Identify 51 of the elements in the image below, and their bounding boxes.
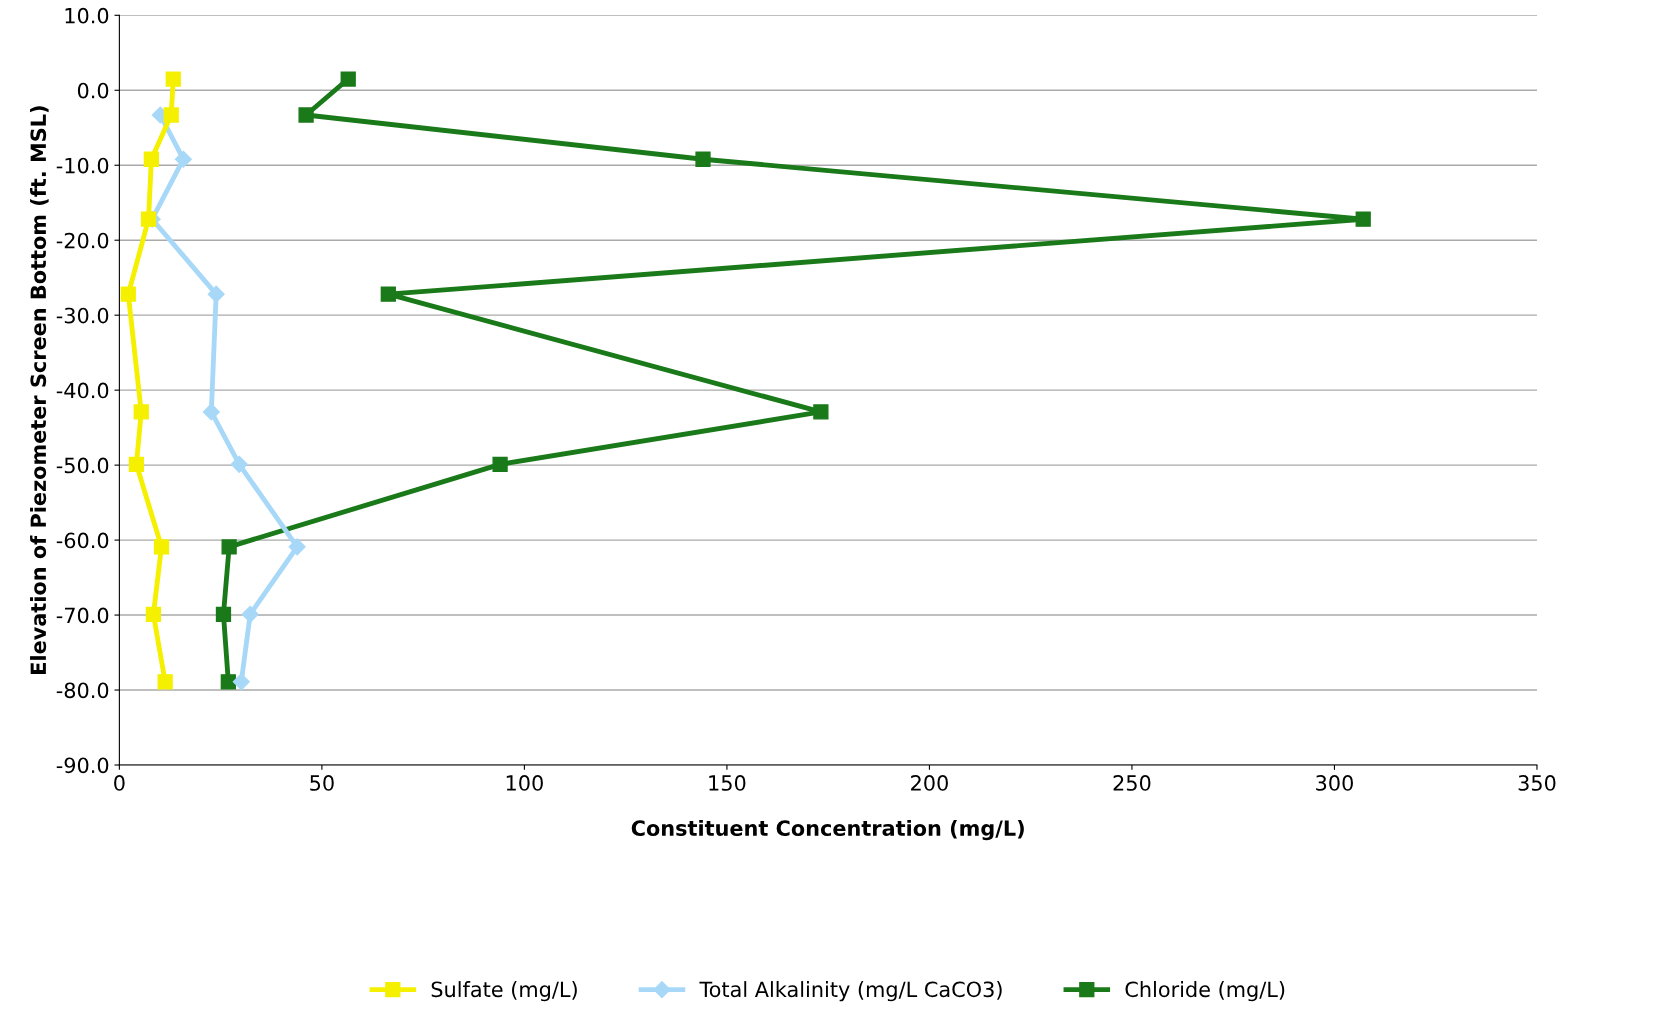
point [153, 539, 170, 555]
x-tick-label: 350 [1518, 775, 1556, 791]
y-tick-label: 0.0 [77, 82, 109, 99]
x-tick-label: 150 [709, 775, 746, 791]
point [1355, 211, 1371, 227]
point [215, 606, 232, 622]
point [140, 211, 157, 227]
y-tick-label: -40.0 [56, 382, 109, 399]
y-tick-label: -50.0 [56, 457, 109, 474]
y-tick-label: -80.0 [56, 682, 109, 699]
point [207, 285, 225, 303]
point [288, 538, 306, 556]
x-tick-label: 250 [1113, 775, 1151, 791]
legend-label: Total Alkalinity (mg/L CaCO3) [699, 981, 1002, 1002]
point [128, 456, 145, 473]
point [120, 286, 136, 302]
point [380, 286, 396, 302]
point [163, 107, 179, 123]
point [202, 403, 220, 421]
y-tick-label: 10.0 [65, 7, 109, 24]
x-tick-label: 50 [310, 775, 334, 791]
y-tick-label: -20.0 [56, 232, 109, 249]
y-tick-label: -10.0 [56, 157, 109, 174]
x-tick-label: 200 [911, 775, 948, 791]
point [813, 404, 829, 420]
point [165, 71, 181, 87]
legend-label: Chloride (mg/L) [1125, 981, 1285, 1002]
point [157, 674, 173, 690]
point [220, 674, 236, 690]
y-tick-label: -70.0 [56, 607, 109, 624]
y-tick-label: -90.0 [56, 757, 109, 774]
x-tick-label: 100 [506, 775, 543, 791]
point [221, 539, 237, 555]
x-tick-label: 300 [1316, 775, 1353, 791]
point [298, 107, 314, 123]
point [133, 404, 149, 420]
y-tick-label: -60.0 [56, 532, 109, 549]
point [174, 150, 192, 168]
point [145, 606, 162, 622]
y-tick-label: -30.0 [56, 307, 109, 324]
point [241, 605, 259, 623]
point [230, 455, 248, 473]
point [340, 71, 356, 87]
x-axis-title: Constituent Concentration (mg/L) [631, 819, 1024, 841]
legend-label: Sulfate (mg/L) [431, 981, 577, 1002]
point [143, 151, 160, 167]
x-tick-label: 0 [114, 775, 125, 791]
y-axis-title: Elevation of Piezometer Screen Bottom (ft. MSL) [30, 106, 49, 674]
point [232, 673, 250, 691]
point [695, 151, 711, 167]
point [492, 456, 508, 473]
